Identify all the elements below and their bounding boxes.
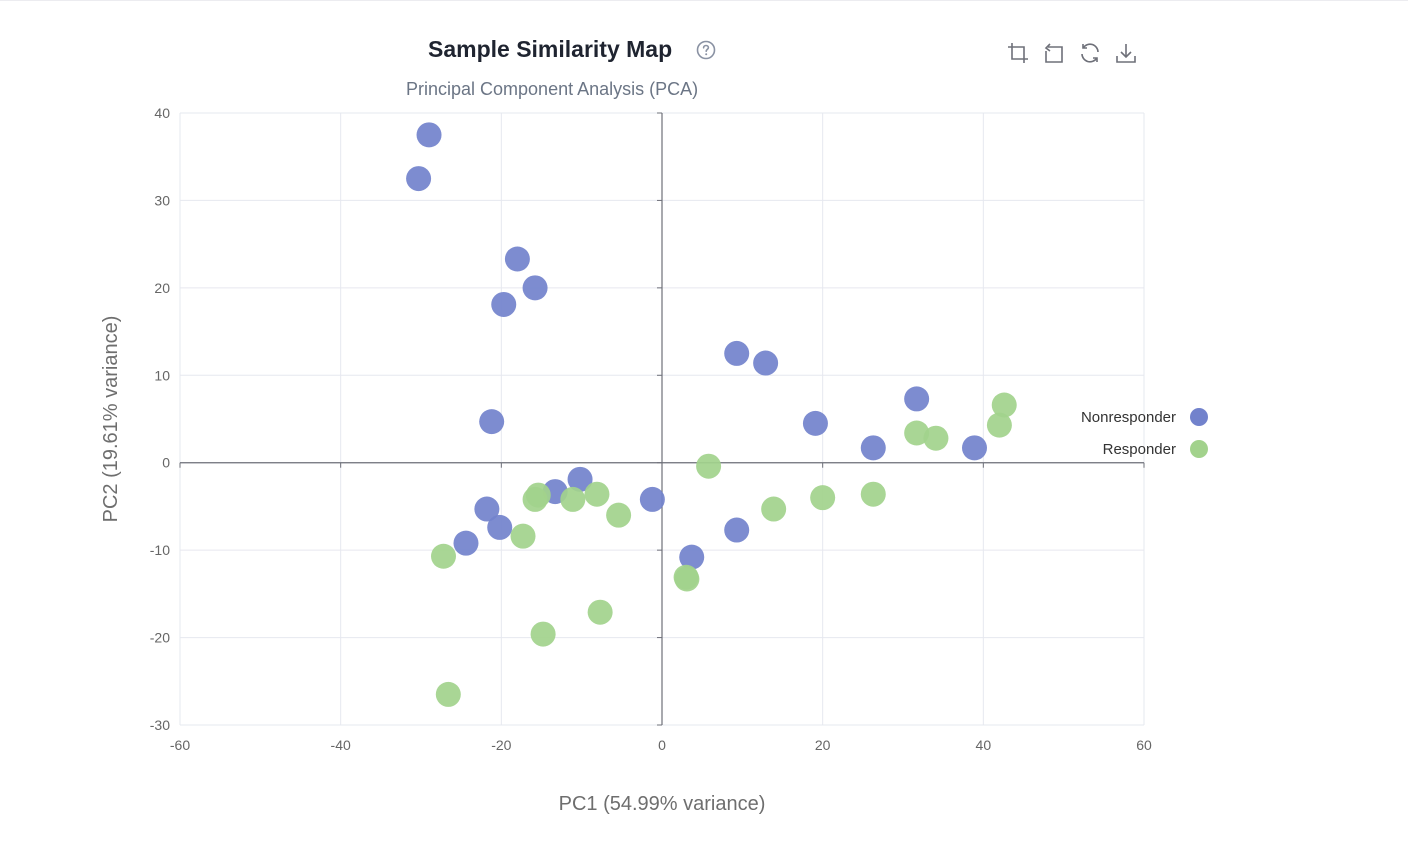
x-tick-label: -20: [491, 737, 511, 753]
y-axis-title: PC2 (19.61% variance): [100, 316, 122, 523]
nonresponder-point[interactable]: [639, 486, 665, 512]
axes: [179, 112, 1145, 726]
responder-point[interactable]: [560, 486, 586, 512]
chart-toolbar: [1004, 38, 1140, 68]
undo-icon[interactable]: [1040, 38, 1068, 68]
refresh-icon[interactable]: [1076, 38, 1104, 68]
responder-point[interactable]: [606, 502, 632, 528]
responder-point[interactable]: [991, 392, 1017, 418]
legend-marker-nonresponder[interactable]: [1190, 408, 1208, 426]
responder-point[interactable]: [510, 523, 536, 549]
nonresponder-point[interactable]: [724, 517, 750, 543]
nonresponder-point[interactable]: [802, 410, 828, 436]
data-points: [406, 122, 1017, 707]
responder-point[interactable]: [810, 485, 836, 511]
y-tick-label: -30: [150, 717, 170, 733]
y-tick-label: 20: [154, 280, 170, 296]
legend-label-nonresponder[interactable]: Nonresponder: [1081, 409, 1176, 426]
nonresponder-point[interactable]: [522, 275, 548, 301]
responder-point[interactable]: [904, 420, 930, 446]
download-icon[interactable]: [1112, 38, 1140, 68]
y-tick-label: 40: [154, 105, 170, 121]
x-tick-label: 20: [815, 737, 831, 753]
x-tick-label: -60: [170, 737, 190, 753]
responder-point[interactable]: [430, 543, 456, 569]
nonresponder-point[interactable]: [961, 435, 987, 461]
x-tick-label: 0: [658, 737, 666, 753]
nonresponder-point[interactable]: [679, 544, 705, 570]
responder-point[interactable]: [587, 599, 613, 625]
nonresponder-point[interactable]: [567, 466, 593, 492]
x-axis-title: PC1 (54.99% variance): [559, 793, 766, 815]
y-tick-label: 30: [154, 192, 170, 208]
top-border: [0, 0, 1408, 1]
nonresponder-point[interactable]: [860, 435, 886, 461]
question-circle-icon[interactable]: [696, 40, 716, 60]
responder-point[interactable]: [923, 425, 949, 451]
x-tick-label: 40: [976, 737, 992, 753]
nonresponder-point[interactable]: [474, 496, 500, 522]
responder-point[interactable]: [584, 481, 610, 507]
nonresponder-point[interactable]: [724, 340, 750, 366]
nonresponder-point[interactable]: [487, 514, 513, 540]
responder-point[interactable]: [696, 453, 722, 479]
legend: Nonresponder Responder: [1081, 408, 1208, 458]
chart-title: Sample Similarity Map: [428, 36, 673, 62]
responder-point[interactable]: [435, 681, 461, 707]
legend-label-responder[interactable]: Responder: [1103, 441, 1176, 458]
nonresponder-point[interactable]: [504, 246, 530, 272]
responder-point[interactable]: [522, 486, 548, 512]
tick-labels: -60 -40 -20 0 20 40 60 -30 -20 -10 0 10 20 30 40: [150, 105, 1152, 753]
y-tick-label: 10: [154, 367, 170, 383]
crop-icon[interactable]: [1004, 38, 1032, 68]
responder-point[interactable]: [986, 412, 1012, 438]
responder-point[interactable]: [530, 621, 556, 647]
responder-point[interactable]: [674, 566, 700, 592]
responder-point[interactable]: [860, 481, 886, 507]
chart-subtitle: Principal Component Analysis (PCA): [406, 79, 699, 99]
y-tick-label: 0: [162, 455, 170, 471]
y-tick-label: -10: [150, 542, 170, 558]
nonresponder-point[interactable]: [406, 166, 432, 192]
legend-marker-responder[interactable]: [1190, 440, 1208, 458]
nonresponder-point[interactable]: [904, 386, 930, 412]
nonresponder-point[interactable]: [453, 530, 479, 556]
x-tick-label: -40: [331, 737, 351, 753]
responder-point[interactable]: [761, 496, 787, 522]
nonresponder-point[interactable]: [753, 350, 779, 376]
nonresponder-point[interactable]: [491, 291, 517, 317]
y-tick-label: -20: [150, 630, 170, 646]
x-tick-label: 60: [1136, 737, 1152, 753]
nonresponder-point[interactable]: [479, 409, 505, 435]
nonresponder-point[interactable]: [416, 122, 442, 148]
